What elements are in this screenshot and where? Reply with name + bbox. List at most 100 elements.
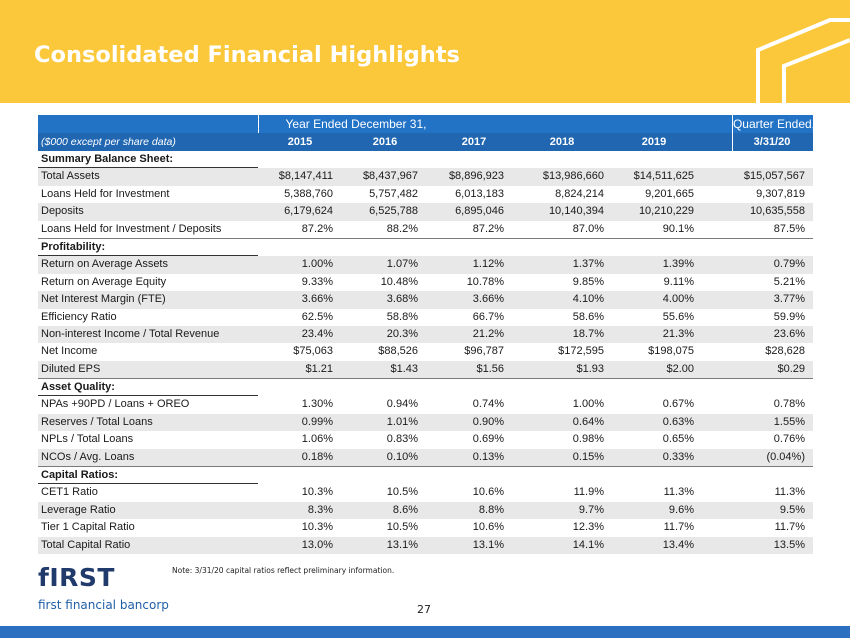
table-cell: 8.8% [478, 503, 504, 516]
table-cell: $8,437,967 [362, 170, 418, 183]
row-label: Total Capital Ratio [41, 538, 131, 551]
table-cell: 6,179,624 [284, 205, 333, 218]
table-cell: 62.5% [301, 310, 333, 323]
table-cell: 1.12% [472, 258, 504, 271]
row-label: Deposits [41, 205, 84, 218]
table-cell: $8,147,411 [278, 170, 333, 183]
table-cell: $15,057,567 [743, 170, 805, 183]
table-cell: 5.21% [773, 275, 805, 288]
table-row: Loans Held for Investment / Deposits 87.2… [38, 221, 813, 238]
page-title: Consolidated Financial Highlights [34, 42, 460, 68]
section-label: Capital Ratios: [41, 469, 119, 482]
table-cell: 0.98% [572, 433, 604, 446]
row-label: Loans Held for Investment [41, 187, 170, 200]
table-cell: 0.79% [773, 258, 805, 271]
table-cell: 87.2% [472, 222, 504, 235]
table-cell: 0.18% [301, 450, 333, 463]
table-cell: 5,757,482 [369, 187, 418, 200]
section-label: Summary Balance Sheet: [41, 153, 174, 165]
table-cell: 9,201,665 [645, 187, 694, 200]
table-cell: 10.48% [380, 275, 418, 288]
table-cell: 13.1% [386, 538, 418, 551]
table-row: Leverage Ratio 8.3% 8.6% 8.8% 9.7% 9.6% 9.5% [38, 501, 813, 520]
table-cell: 4.00% [662, 293, 694, 306]
table-cell: 9.5% [779, 503, 805, 516]
table-cell: 0.33% [662, 450, 694, 463]
table-cell: $75,063 [293, 345, 333, 358]
table-cell: $2.00 [666, 362, 694, 375]
page-number: 27 [417, 603, 431, 616]
row-label: NPAs +90PD / Loans + OREO [41, 398, 190, 411]
table-cell: 23.4% [301, 327, 333, 340]
row-label: Return on Average Assets [41, 258, 168, 271]
table-row: Net Income $75,063 $88,526 $96,787 $172,595 $… [38, 343, 813, 360]
quarter-ended-header: Quarter Ended, [732, 117, 816, 131]
table-cell: 11.7% [774, 521, 805, 534]
table-cell: 0.69% [472, 433, 504, 446]
row-label: Leverage Ratio [41, 503, 116, 516]
table-cell: 11.7% [663, 521, 694, 534]
table-cell: 58.6% [572, 310, 604, 323]
section-header-row: Capital Ratios: [38, 466, 813, 485]
table-cell: $8,896,923 [448, 170, 504, 183]
row-label: Return on Average Equity [41, 275, 167, 288]
row-label: Total Assets [41, 170, 100, 183]
table-cell: $172,595 [558, 345, 604, 358]
table-cell: 10.6% [472, 521, 504, 534]
table-cell: 1.06% [301, 433, 333, 446]
table-cell: 88.2% [386, 222, 418, 235]
table-group-header: Year Ended December 31, Quarter Ended, [38, 115, 816, 133]
table-cell: 3.66% [472, 293, 504, 306]
table-cell: 0.99% [301, 415, 333, 428]
table-row: Efficiency Ratio 62.5% 58.8% 66.7% 58.6% 55.6… [38, 309, 813, 326]
table-cell: 1.39% [662, 258, 694, 271]
row-label: Net Income [41, 345, 98, 358]
table-cell: 3.66% [301, 293, 333, 306]
footer-bar [0, 626, 850, 638]
table-cell: $1.43 [390, 362, 418, 375]
table-cell: 9,307,819 [756, 187, 805, 200]
table-cell: 1.00% [572, 398, 604, 411]
table-row: Return on Average Assets 1.00% 1.07% 1.12% 1… [38, 256, 813, 274]
table-cell: 10.3% [301, 521, 333, 534]
table-column-header: ($000 except per share data) 2015 2016 2… [38, 133, 813, 151]
table-row: Net Interest Margin (FTE) 3.66% 3.68% 3.66%… [38, 291, 813, 309]
table-cell: 66.7% [472, 310, 504, 323]
table-cell: 13.1% [472, 538, 504, 551]
row-label: Reserves / Total Loans [41, 415, 153, 428]
table-cell: $14,511,625 [633, 170, 694, 183]
table-row: Deposits 6,179,624 6,525,788 6,895,046 10,14… [38, 203, 813, 221]
table-cell: 21.2% [472, 327, 504, 340]
table-cell: 1.01% [386, 415, 418, 428]
section-label: Asset Quality: [41, 381, 115, 394]
table-cell: 10.6% [472, 486, 504, 499]
table-body: Summary Balance Sheet: Total Assets $8,147… [38, 151, 813, 554]
company-logo-tagline: first financial bancorp [38, 598, 169, 612]
table-cell: 0.10% [386, 450, 418, 463]
table-cell: 14.1% [572, 538, 604, 551]
section-underline [38, 483, 258, 485]
row-label: Net Interest Margin (FTE) [41, 293, 166, 306]
section-header-row: Profitability: [38, 237, 813, 257]
table-cell: 3.68% [386, 293, 418, 306]
column-header: 2015 [287, 136, 313, 148]
table-cell: 9.6% [668, 503, 694, 516]
table-cell: 9.7% [578, 503, 604, 516]
table-cell: 58.8% [386, 310, 418, 323]
column-header: 2017 [461, 136, 487, 148]
table-cell: 87.0% [572, 222, 604, 235]
table-cell: 1.07% [386, 258, 418, 271]
table-cell: $88,526 [378, 345, 418, 358]
table-cell: 21.3% [662, 327, 694, 340]
table-row: Tier 1 Capital Ratio 10.3% 10.5% 10.6% 12.3%… [38, 519, 813, 536]
table-cell: 0.94% [386, 398, 418, 411]
table-cell: $1.21 [305, 362, 333, 375]
table-cell: 10.5% [386, 486, 418, 499]
table-cell: 13.0% [301, 538, 333, 551]
section-header-row: Summary Balance Sheet: [38, 151, 813, 169]
table-cell: 11.3% [663, 486, 694, 499]
row-label: NPLs / Total Loans [41, 433, 134, 446]
table-cell: $96,787 [464, 345, 504, 358]
table-row: NPAs +90PD / Loans + OREO 1.30% 0.94% 0.74%… [38, 396, 813, 413]
table-cell: 0.63% [662, 415, 694, 428]
